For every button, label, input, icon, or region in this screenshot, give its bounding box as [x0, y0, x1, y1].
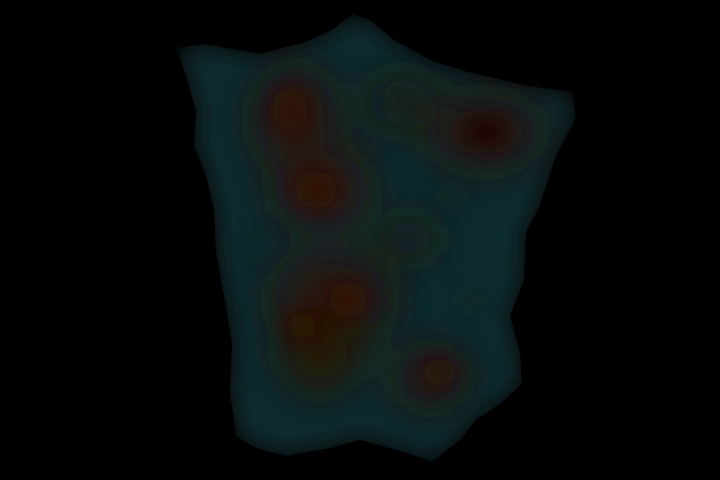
- speckle: [460, 290, 480, 310]
- speckle: [442, 186, 462, 206]
- hotzone-mid: [384, 218, 436, 258]
- speckle: [368, 248, 392, 272]
- core-northwest: [272, 88, 308, 132]
- speckle: [250, 236, 270, 256]
- core-center: [328, 282, 368, 318]
- speckle: [350, 140, 370, 160]
- core-northeast-dark: [474, 122, 490, 138]
- core-west: [294, 172, 338, 208]
- hotzone-mid-north: [366, 78, 438, 126]
- core-southwest: [286, 312, 318, 340]
- speckle: [390, 290, 410, 310]
- core-south: [422, 358, 458, 386]
- heatmap-region: [176, 14, 576, 462]
